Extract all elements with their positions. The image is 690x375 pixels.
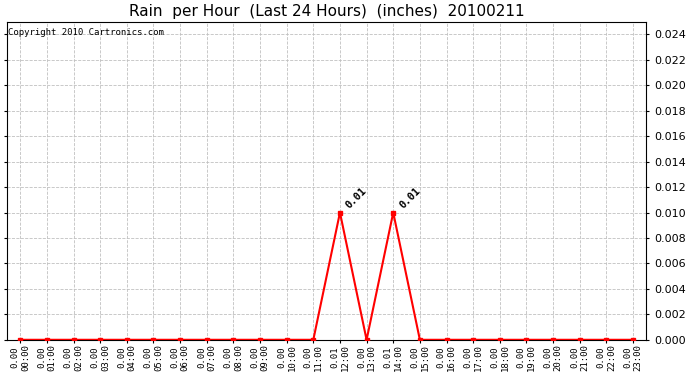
Title: Rain  per Hour  (Last 24 Hours)  (inches)  20100211: Rain per Hour (Last 24 Hours) (inches) 2… [129, 4, 524, 19]
Text: 0.01: 0.01 [344, 186, 369, 210]
Text: Copyright 2010 Cartronics.com: Copyright 2010 Cartronics.com [8, 28, 164, 37]
Text: 0.01: 0.01 [397, 186, 422, 210]
